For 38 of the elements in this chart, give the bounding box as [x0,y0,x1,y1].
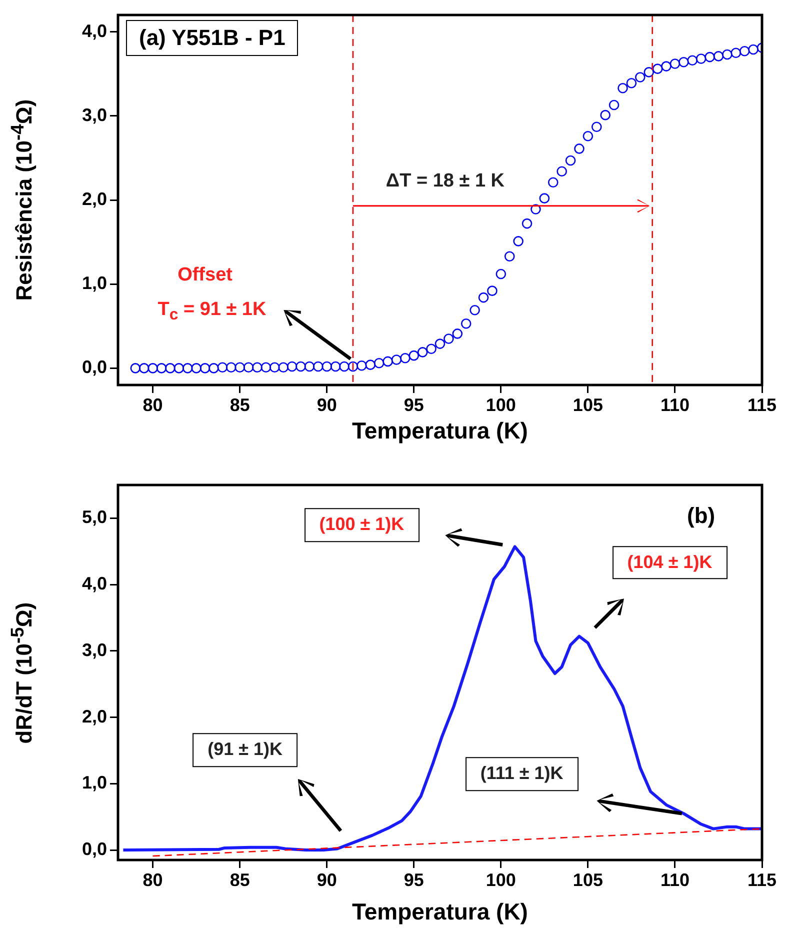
y-tick-label: 2,0 [82,188,107,209]
x-axis-title: Temperatura (K) [352,898,528,925]
y-tick-label: 1,0 [82,273,107,294]
x-tick-label: 110 [660,870,690,890]
x-tick-label: 90 [316,870,337,890]
annotation: T$_{c}$ = 91 ± 1K [158,298,266,324]
y-tick-label: 1,0 [82,772,107,793]
y-tick-label: 4,0 [82,574,107,594]
x-tick-label: 115 [747,394,777,415]
x-tick-label: 105 [572,394,603,415]
y-tick-label: 0,0 [82,357,107,378]
y-tick-label: 4,0 [82,20,107,41]
y-tick-label: 2,0 [82,706,107,726]
annotation: (91 ± 1)K [192,734,298,768]
x-tick-label: 100 [486,870,516,890]
x-axis-title: Temperatura (K) [352,418,528,444]
x-tick-label: 100 [486,394,516,415]
x-tick-label: 95 [404,394,424,415]
x-tick-label: 115 [747,870,777,890]
annotation: (100 ± 1)K [304,508,420,542]
annotation: ΔT = 18 ± 1 K [386,170,505,193]
x-tick-label: 90 [316,394,337,415]
y-tick-label: 5,0 [82,507,107,528]
x-tick-label: 105 [572,870,603,890]
x-tick-label: 80 [142,870,163,890]
annotation: Offset [178,264,232,286]
y-tick-label: 3,0 [82,640,107,660]
y-tick-label: 3,0 [82,104,107,125]
x-tick-label: 110 [660,394,690,415]
annotation: (111 ± 1)K [465,756,578,791]
annotation: (104 ± 1)K [612,546,728,580]
x-tick-label: 80 [142,394,163,415]
x-tick-label: 85 [230,394,250,415]
x-tick-label: 95 [404,870,424,890]
text: (a) Y551B - P1 [126,20,298,56]
y-tick-label: 0,0 [82,839,107,860]
text: (b) [687,503,716,529]
x-tick-label: 85 [230,870,250,890]
